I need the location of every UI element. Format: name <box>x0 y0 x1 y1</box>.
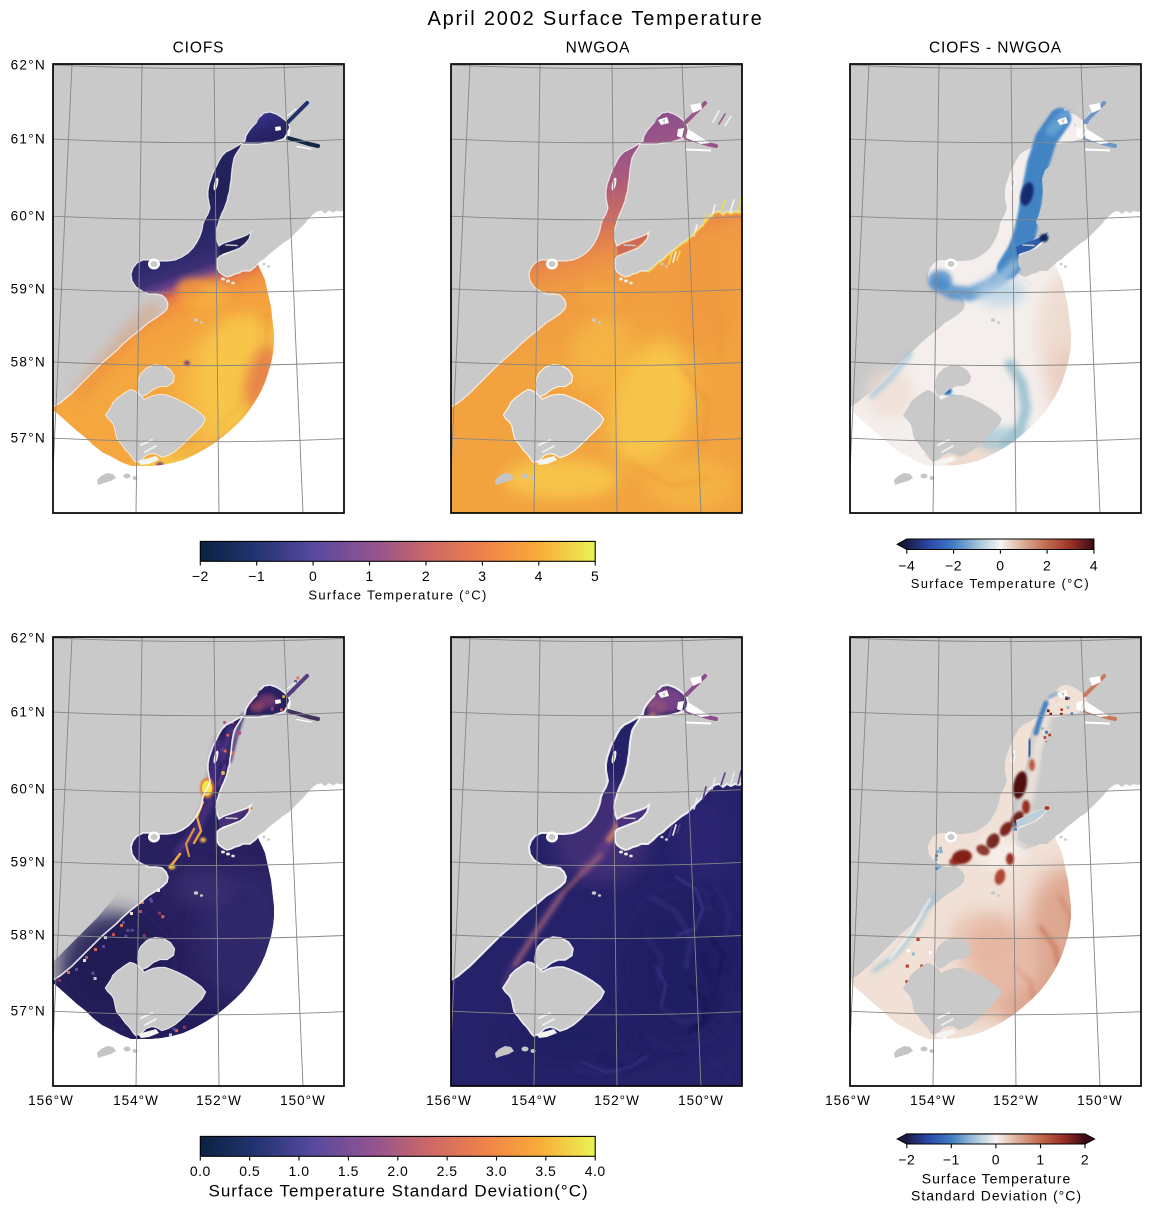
svg-text:1: 1 <box>365 568 373 584</box>
svg-text:3: 3 <box>478 568 486 584</box>
svg-text:60°N: 60°N <box>11 209 46 224</box>
svg-text:CIOFS - NWGOA: CIOFS - NWGOA <box>929 40 1062 57</box>
svg-text:CIOFS: CIOFS <box>173 40 225 57</box>
svg-text:Surface Temperature (°C): Surface Temperature (°C) <box>308 588 487 603</box>
svg-text:Surface Temperature: Surface Temperature <box>922 1171 1071 1187</box>
svg-text:150°W: 150°W <box>280 1093 326 1108</box>
svg-text:April 2002 Surface Temperature: April 2002 Surface Temperature <box>427 8 763 30</box>
svg-text:0: 0 <box>996 558 1004 574</box>
svg-text:1.0: 1.0 <box>289 1163 310 1179</box>
svg-text:2.5: 2.5 <box>437 1163 458 1179</box>
svg-text:0.5: 0.5 <box>239 1163 260 1179</box>
svg-text:3.5: 3.5 <box>535 1163 556 1179</box>
svg-text:0: 0 <box>992 1152 1000 1168</box>
svg-text:1.5: 1.5 <box>338 1163 359 1179</box>
svg-text:−2: −2 <box>945 558 962 574</box>
svg-text:154°W: 154°W <box>511 1093 557 1108</box>
svg-text:Standard Deviation (°C): Standard Deviation (°C) <box>911 1188 1082 1204</box>
svg-text:59°N: 59°N <box>11 281 46 296</box>
svg-text:0.0: 0.0 <box>190 1163 211 1179</box>
svg-text:152°W: 152°W <box>993 1093 1039 1108</box>
svg-text:0: 0 <box>309 568 317 584</box>
svg-text:−1: −1 <box>943 1152 960 1168</box>
svg-text:61°N: 61°N <box>11 132 46 147</box>
svg-text:4: 4 <box>1090 558 1098 574</box>
svg-text:156°W: 156°W <box>426 1093 472 1108</box>
svg-text:Surface Temperature (°C): Surface Temperature (°C) <box>911 576 1090 591</box>
svg-text:4: 4 <box>535 568 543 584</box>
svg-text:−2: −2 <box>898 1152 915 1168</box>
svg-text:60°N: 60°N <box>11 782 46 797</box>
svg-text:156°W: 156°W <box>825 1093 871 1108</box>
svg-text:Surface Temperature Standard D: Surface Temperature Standard Deviation(°… <box>209 1182 589 1201</box>
svg-text:3.0: 3.0 <box>486 1163 507 1179</box>
svg-text:61°N: 61°N <box>11 705 46 720</box>
svg-text:−4: −4 <box>898 558 915 574</box>
svg-text:57°N: 57°N <box>11 1004 46 1019</box>
svg-text:58°N: 58°N <box>11 355 46 370</box>
svg-text:2.0: 2.0 <box>387 1163 408 1179</box>
svg-text:154°W: 154°W <box>113 1093 159 1108</box>
svg-text:5: 5 <box>591 568 599 584</box>
svg-text:2: 2 <box>1081 1152 1089 1168</box>
svg-text:154°W: 154°W <box>910 1093 956 1108</box>
svg-text:152°W: 152°W <box>196 1093 242 1108</box>
svg-text:−2: −2 <box>192 568 209 584</box>
svg-text:−1: −1 <box>248 568 265 584</box>
svg-text:57°N: 57°N <box>11 431 46 446</box>
svg-text:150°W: 150°W <box>1077 1093 1123 1108</box>
svg-text:1: 1 <box>1036 1152 1044 1168</box>
svg-text:2: 2 <box>1043 558 1051 574</box>
svg-text:62°N: 62°N <box>11 630 46 645</box>
svg-text:NWGOA: NWGOA <box>566 40 631 57</box>
svg-text:62°N: 62°N <box>11 57 46 72</box>
svg-text:152°W: 152°W <box>594 1093 640 1108</box>
svg-text:4.0: 4.0 <box>585 1163 606 1179</box>
svg-text:150°W: 150°W <box>678 1093 724 1108</box>
svg-text:59°N: 59°N <box>11 854 46 869</box>
svg-text:2: 2 <box>422 568 430 584</box>
svg-text:156°W: 156°W <box>28 1093 74 1108</box>
svg-text:58°N: 58°N <box>11 928 46 943</box>
